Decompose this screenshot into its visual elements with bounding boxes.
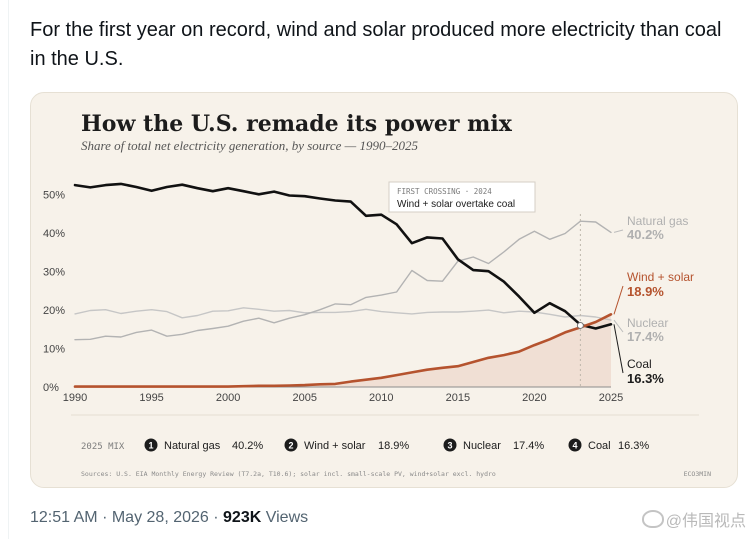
x-tick-label: 2020 xyxy=(522,392,546,404)
end-label-natural-gas-name: Natural gas xyxy=(627,214,688,228)
weibo-icon xyxy=(641,510,664,528)
mix-row: 2025 MIX 1 Natural gas 40.2% 2 Wind + so… xyxy=(81,438,649,452)
watermark: @伟国视点 xyxy=(641,507,746,531)
series-line-wind-solar xyxy=(73,313,613,388)
mix-item-1-name: Natural gas xyxy=(164,440,221,452)
y-tick-label: 50% xyxy=(43,190,65,202)
series-line-coal xyxy=(73,182,613,330)
annotation-box xyxy=(388,181,536,213)
y-tick-label: 40% xyxy=(43,228,65,240)
end-label-nuclear-value: 17.4% xyxy=(627,329,664,344)
end-label-wind-solar: Wind + solar 18.9% xyxy=(627,270,694,299)
end-label-coal-value: 16.3% xyxy=(627,371,664,386)
mix-item-2-name: Wind + solar xyxy=(304,440,366,452)
mix-item-2-value: 18.9% xyxy=(378,440,409,452)
x-tick-label: 2010 xyxy=(369,392,393,404)
mix-badge-4-num: 4 xyxy=(572,441,577,451)
mix-badge-3 xyxy=(443,438,457,452)
x-tick-label: 2015 xyxy=(446,392,470,404)
mix-badge-4 xyxy=(568,438,582,452)
chart-svg: How the U.S. remade its power mix Share … xyxy=(43,111,711,478)
annotation-kicker: FIRST CROSSING · 2024 xyxy=(397,187,492,196)
x-tick-label: 2005 xyxy=(292,392,316,404)
end-label-natural-gas: Natural gas 40.2% xyxy=(627,214,688,242)
y-tick-label: 20% xyxy=(43,305,65,317)
x-tick-label: 1990 xyxy=(63,392,87,404)
meta-separator: · xyxy=(102,509,108,526)
chart-subtitle: Share of total net electricity generatio… xyxy=(81,138,418,153)
y-tick-label: 0% xyxy=(43,382,59,394)
x-tick-label: 2000 xyxy=(216,392,240,404)
views-label: Views xyxy=(265,509,309,526)
y-tick-label: 30% xyxy=(43,267,65,279)
y-tick-label: 10% xyxy=(43,344,65,356)
end-connector-wind-solar xyxy=(613,285,624,315)
chart-title: How the U.S. remade its power mix xyxy=(81,111,513,137)
series-line-nuclear xyxy=(74,307,612,321)
chart-source: Sources: U.S. EIA Monthly Energy Review … xyxy=(81,470,496,478)
annotation-text: Wind + solar overtake coal xyxy=(397,199,515,210)
mix-badge-1-num: 1 xyxy=(148,441,153,451)
annotation-callout: FIRST CROSSING · 2024 Wind + solar overt… xyxy=(388,181,536,213)
post-time[interactable]: 12:51 AM xyxy=(30,509,98,526)
end-connector-coal xyxy=(613,324,624,374)
end-label-nuclear-name: Nuclear xyxy=(627,316,668,330)
mix-badge-2 xyxy=(284,438,298,452)
post-meta: 12:51 AM · May 28, 2026 · 923K Views xyxy=(30,509,308,527)
wind-solar-area xyxy=(75,314,611,387)
mix-label: 2025 MIX xyxy=(81,442,125,452)
series-line-natural-gas xyxy=(74,220,612,341)
end-label-coal: Coal 16.3% xyxy=(627,357,664,386)
end-label-natural-gas-value: 40.2% xyxy=(627,227,664,242)
end-label-coal-name: Coal xyxy=(627,357,652,371)
post-date[interactable]: May 28, 2026 xyxy=(111,509,209,526)
end-label-nuclear: Nuclear 17.4% xyxy=(627,316,668,344)
x-tick-label: 2025 xyxy=(599,392,623,404)
mix-badge-1 xyxy=(144,438,158,452)
mix-item-3-name: Nuclear xyxy=(463,440,501,452)
chart-credit: ECO3MIN xyxy=(684,470,711,478)
x-tick-label: 1995 xyxy=(139,392,163,404)
post-text: For the first year on record, wind and s… xyxy=(30,19,722,70)
mix-item-4-value: 16.3% xyxy=(618,440,649,452)
watermark-text: @伟国视点 xyxy=(665,513,746,530)
end-label-wind-solar-name: Wind + solar xyxy=(627,270,694,284)
mix-item-1-value: 40.2% xyxy=(232,440,263,452)
end-connector-nuclear xyxy=(613,319,624,333)
mix-item-4-name: Coal xyxy=(588,440,611,452)
mix-item-3-value: 17.4% xyxy=(513,440,544,452)
meta-separator-2: · xyxy=(213,509,219,526)
chart-card[interactable]: How the U.S. remade its power mix Share … xyxy=(30,92,738,488)
mix-badge-3-num: 3 xyxy=(447,441,452,451)
end-label-wind-solar-value: 18.9% xyxy=(627,284,664,299)
views-count[interactable]: 923K xyxy=(223,509,262,526)
crossing-point xyxy=(576,321,584,329)
end-connector-natural-gas xyxy=(613,229,624,233)
timeline-rail xyxy=(8,0,9,539)
mix-badge-2-num: 2 xyxy=(288,441,293,451)
